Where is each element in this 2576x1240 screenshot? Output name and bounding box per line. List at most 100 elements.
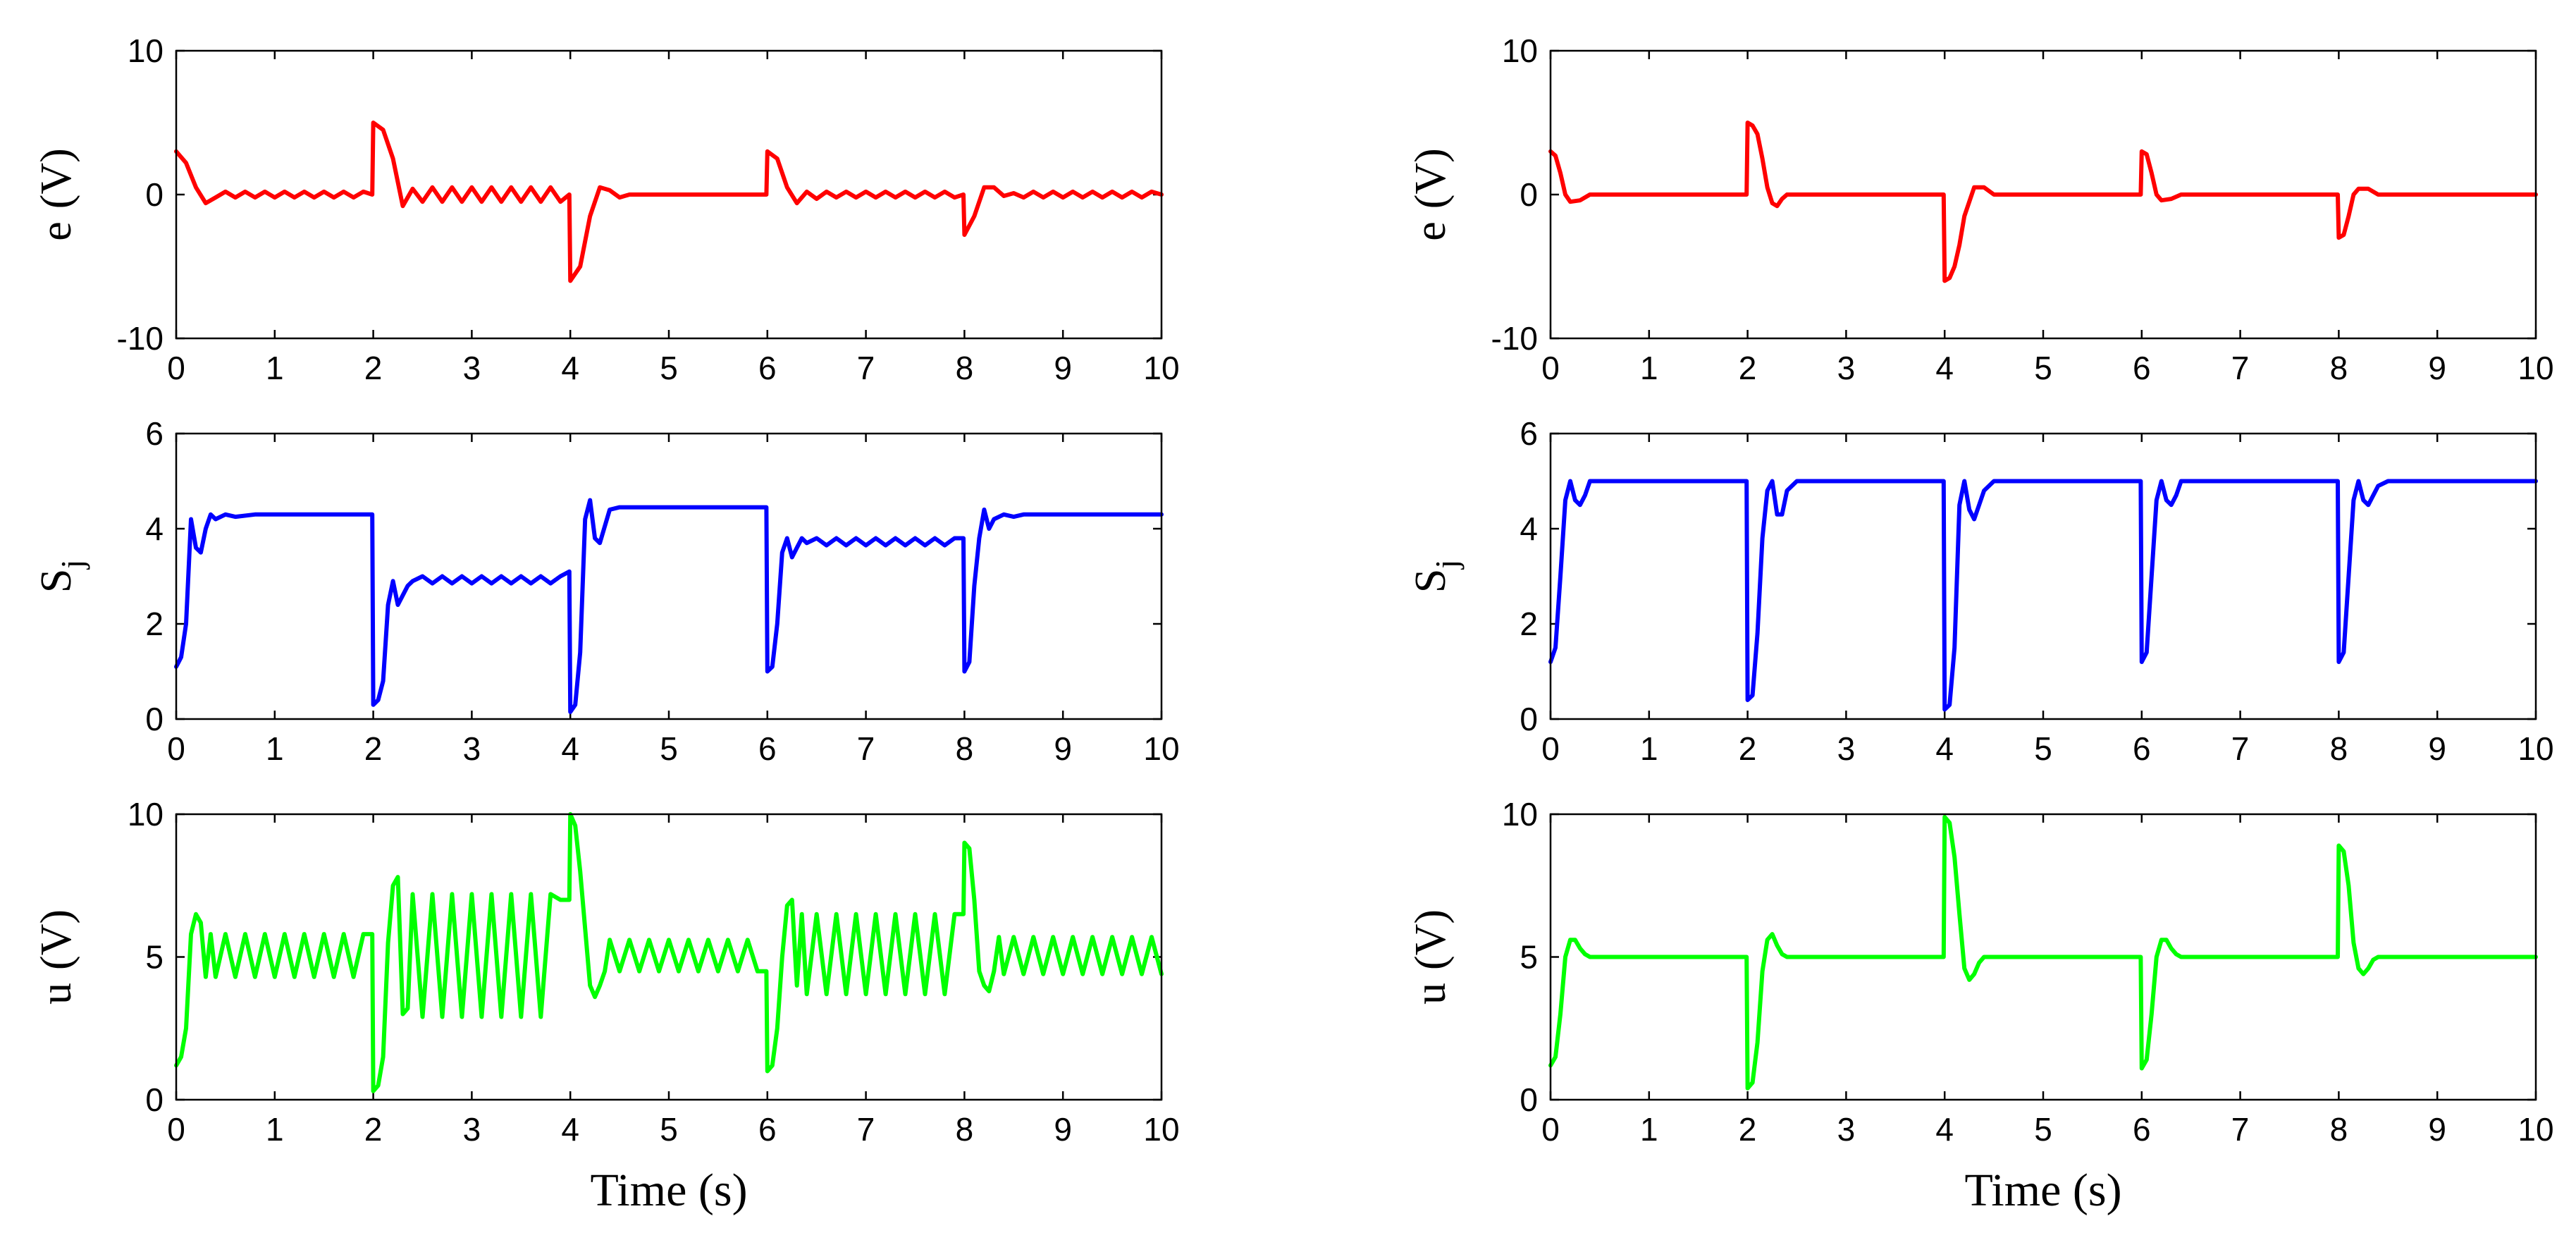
x-tick-label: 1: [1640, 730, 1658, 767]
x-tick-label: 6: [758, 730, 777, 767]
x-tick-label: 6: [2133, 730, 2151, 767]
y-axis-label-main: e: [32, 221, 80, 241]
x-tick-label: 0: [167, 1111, 185, 1148]
y-axis-label: u (V): [1407, 909, 1455, 1005]
x-tick-label: 2: [364, 350, 383, 386]
y-tick-label: 5: [1520, 939, 1538, 976]
x-tick-label: 2: [1739, 350, 1757, 386]
y-tick-label: 4: [1520, 510, 1538, 547]
x-tick-label: 10: [1143, 350, 1179, 386]
x-tick-label: 6: [2133, 350, 2151, 386]
y-tick-label: 2: [1520, 606, 1538, 642]
x-tick-label: 3: [1837, 350, 1856, 386]
x-tick-label: 1: [1640, 350, 1658, 386]
y-tick-label: -10: [117, 320, 164, 357]
y-axis-label-main: e: [1407, 221, 1455, 241]
x-tick-label: 7: [857, 730, 875, 767]
y-tick-label: 2: [145, 606, 164, 642]
x-tick-label: 0: [1541, 350, 1560, 386]
y-axis-label-main: S: [32, 569, 80, 593]
plot-frame: [175, 432, 1163, 720]
x-tick-label: 7: [857, 1111, 875, 1148]
x-tick-label: 8: [2330, 730, 2348, 767]
y-axis-label: e (V): [32, 148, 80, 241]
x-tick-label: 8: [956, 730, 974, 767]
x-tick-label: 3: [463, 350, 481, 386]
x-tick-label: 1: [266, 350, 284, 386]
x-tick-label: 9: [2428, 730, 2446, 767]
x-tick-label: 8: [956, 1111, 974, 1148]
plot-frame: [1549, 432, 2537, 720]
subplot-left-2: 0 1 2 3 4 5 6 7 8 9 10 0 2 4 6 Sj: [32, 415, 1180, 767]
x-tick-label: 10: [2518, 1111, 2553, 1148]
x-tick-label: 0: [1541, 730, 1560, 767]
y-axis-label-subscript: j: [54, 560, 90, 570]
y-tick-label: 0: [1520, 176, 1538, 213]
x-tick-label: 6: [2133, 1111, 2151, 1148]
x-tick-label: 5: [660, 350, 678, 386]
y-tick-label: 10: [128, 32, 164, 69]
plot-frame: [1549, 49, 2537, 340]
x-tick-label: 1: [266, 730, 284, 767]
y-tick-label: 0: [1520, 1081, 1538, 1118]
x-axis-label: Time (s): [1964, 1165, 2121, 1216]
x-tick-label: 10: [2518, 730, 2553, 767]
y-axis-label: Sj: [1407, 560, 1465, 593]
x-tick-label: 4: [561, 1111, 579, 1148]
series-line-u: [174, 812, 1164, 1093]
y-axis-label: Sj: [32, 560, 90, 593]
x-tick-label: 3: [1837, 730, 1856, 767]
series-line-e: [174, 121, 1164, 283]
y-tick-label: 6: [145, 415, 164, 452]
y-axis-label: u (V): [32, 909, 80, 1005]
x-tick-label: 8: [956, 350, 974, 386]
x-tick-label: 9: [1054, 730, 1072, 767]
x-tick-label: 4: [561, 730, 579, 767]
x-tick-label: 7: [2231, 1111, 2250, 1148]
x-tick-label: 9: [1054, 1111, 1072, 1148]
y-axis-label-main: u: [32, 983, 80, 1005]
y-tick-label: 0: [145, 176, 164, 213]
x-tick-label: 6: [758, 350, 777, 386]
plot-frame: [175, 49, 1163, 340]
series-line-s-j: [174, 498, 1164, 714]
y-axis-label-main: S: [1407, 569, 1455, 593]
x-tick-label: 10: [2518, 350, 2553, 386]
y-axis-label-unit: (V): [1407, 148, 1455, 209]
x-tick-label: 6: [758, 1111, 777, 1148]
x-tick-label: 1: [1640, 1111, 1658, 1148]
y-tick-label: 10: [1502, 32, 1538, 69]
x-tick-label: 9: [2428, 350, 2446, 386]
subplot-right-3: 0 1 2 3 4 5 6 7 8 9 10 0 5 10 u (V) Time (s): [1407, 796, 2554, 1216]
x-tick-label: 2: [364, 730, 383, 767]
x-tick-label: 10: [1143, 730, 1179, 767]
x-tick-label: 7: [2231, 350, 2250, 386]
plot-frame: [175, 813, 1163, 1101]
x-tick-label: 0: [167, 730, 185, 767]
x-tick-label: 1: [266, 1111, 284, 1148]
y-axis-label-unit: (V): [32, 909, 80, 970]
y-tick-label: 10: [1502, 796, 1538, 833]
x-tick-label: 5: [2034, 350, 2052, 386]
plot-frame: [1549, 813, 2537, 1101]
x-tick-label: 2: [364, 1111, 383, 1148]
y-tick-label: -10: [1491, 320, 1538, 357]
x-tick-label: 3: [463, 1111, 481, 1148]
x-tick-label: 4: [1935, 730, 1954, 767]
x-axis-label: Time (s): [590, 1165, 747, 1216]
series-line-u: [1548, 815, 2538, 1091]
series-line-e: [1548, 121, 2538, 283]
x-tick-label: 4: [561, 350, 579, 386]
y-axis-label-unit: (V): [1407, 909, 1455, 970]
x-tick-label: 3: [1837, 1111, 1856, 1148]
y-axis-label-unit: (V): [32, 148, 80, 209]
x-tick-label: 8: [2330, 350, 2348, 386]
x-tick-label: 10: [1143, 1111, 1179, 1148]
x-tick-label: 9: [1054, 350, 1072, 386]
y-axis-label-subscript: j: [1429, 560, 1465, 570]
series-line-s-j: [1548, 479, 2538, 712]
subplot-left-3: 0 1 2 3 4 5 6 7 8 9 10 0 5 10 u (V) Time (s): [32, 796, 1180, 1216]
